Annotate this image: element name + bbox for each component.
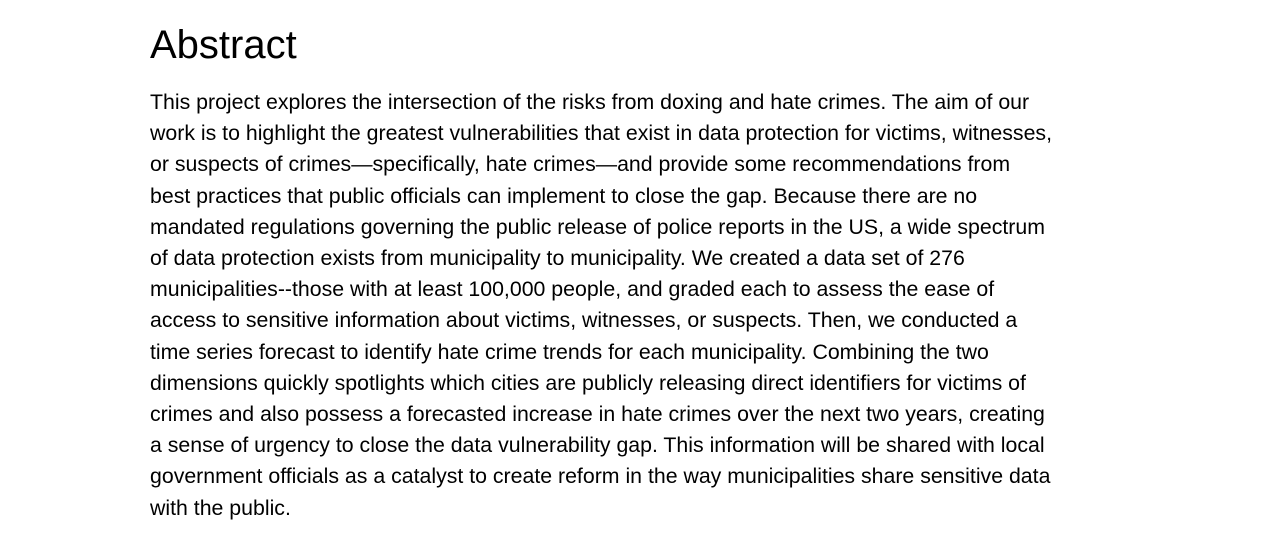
abstract-heading: Abstract xyxy=(150,23,297,67)
abstract-line: dimensions quickly spotlights which citi… xyxy=(150,370,1026,395)
abstract-line: This project explores the intersection o… xyxy=(150,90,1030,114)
abstract-line: best practices that public officials can… xyxy=(150,183,978,208)
abstract-line: of data protection exists from municipal… xyxy=(150,246,965,271)
abstract-line: crimes and also possess a forecasted inc… xyxy=(150,402,1045,427)
abstract-line: government officials as a catalyst to cr… xyxy=(150,464,1051,489)
abstract-line: with the public. xyxy=(150,495,291,520)
abstract-paragraph: This project explores the intersection o… xyxy=(150,87,1140,524)
abstract-line: work is to highlight the greatest vulner… xyxy=(150,121,1052,146)
abstract-line: time series forecast to identify hate cr… xyxy=(150,339,989,364)
abstract-line: or suspects of crimes—specifically, hate… xyxy=(150,152,1011,177)
abstract-line: mandated regulations governing the publi… xyxy=(150,214,1045,239)
document-page: Abstract This project explores the inter… xyxy=(150,0,1140,549)
abstract-line: access to sensitive information about vi… xyxy=(150,308,1018,333)
abstract-line: municipalities--those with at least 100,… xyxy=(150,277,995,302)
abstract-line: a sense of urgency to close the data vul… xyxy=(150,433,1045,458)
